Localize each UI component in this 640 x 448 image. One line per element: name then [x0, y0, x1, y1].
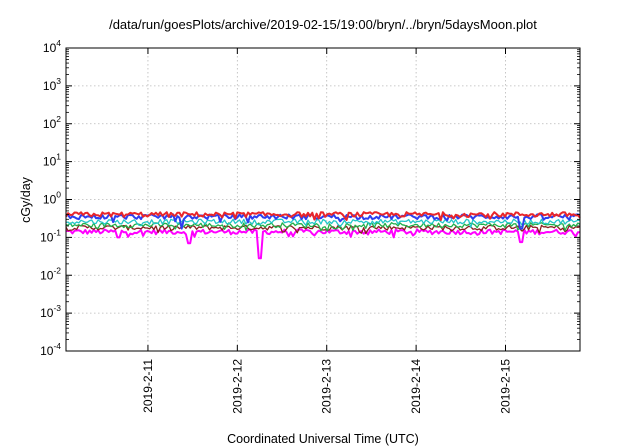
y-tick-label: 102	[43, 114, 61, 131]
y-tick-label: 100	[43, 190, 61, 207]
y-tick-label: 10-4	[40, 341, 61, 358]
grid	[66, 48, 580, 351]
x-tick-label: 2019-2-15	[499, 359, 513, 414]
y-tick-label: 10-3	[40, 303, 61, 320]
x-tick-label: 2019-2-13	[320, 359, 334, 414]
axis-ticks: 10-4 10-3 10-2 10-1 100 101 102 103 104 2019-2-11…	[40, 38, 580, 414]
series-group	[65, 211, 581, 260]
y-tick-label: 101	[43, 152, 61, 169]
series-line	[65, 228, 580, 260]
series-line	[65, 222, 581, 232]
series-line	[65, 211, 581, 222]
y-tick-label: 10-2	[40, 265, 61, 282]
x-tick-label: 2019-2-11	[141, 359, 155, 413]
series-line	[65, 218, 581, 229]
x-tick-label: 2019-2-12	[230, 359, 244, 414]
y-tick-label: 103	[43, 76, 61, 93]
y-axis-label: cGy/day	[19, 176, 33, 223]
x-tick-label: 2019-2-14	[409, 359, 423, 414]
series-line	[65, 224, 581, 235]
y-tick-label: 10-1	[40, 227, 61, 244]
chart-title: /data/run/goesPlots/archive/2019-02-15/1…	[109, 17, 537, 32]
y-tick-label: 104	[43, 38, 61, 55]
series-line	[65, 213, 581, 230]
x-axis-label: Coordinated Universal Time (UTC)	[227, 432, 419, 446]
